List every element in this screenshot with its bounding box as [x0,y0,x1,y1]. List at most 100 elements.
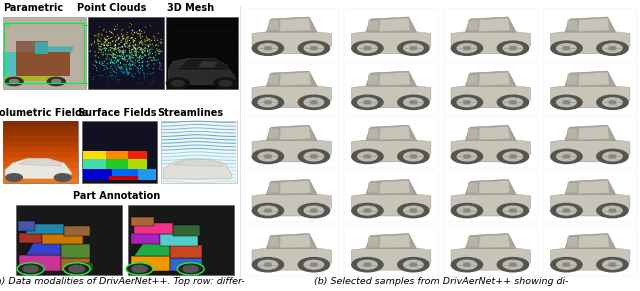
Point [117,37,127,41]
Polygon shape [266,125,317,140]
Circle shape [551,149,582,164]
Circle shape [497,95,529,109]
Point [147,58,157,63]
Point [123,44,133,48]
Circle shape [557,206,576,215]
Point [149,56,159,61]
Polygon shape [351,86,431,108]
Point [135,60,145,65]
Point [108,54,118,58]
Point [99,43,109,48]
Polygon shape [550,194,630,216]
Point [122,70,132,75]
Polygon shape [566,182,577,193]
Point [97,52,107,57]
Circle shape [463,209,470,212]
Point [132,47,143,51]
Point [93,31,103,36]
Point [131,52,141,56]
Point [118,27,128,31]
Point [120,55,130,60]
Point [116,29,127,33]
Circle shape [503,260,523,269]
Point [127,74,138,79]
Point [108,39,118,43]
Point [100,48,111,53]
Polygon shape [366,179,417,194]
Point [143,56,154,60]
Point [111,60,122,64]
Point [143,37,154,42]
Point [131,54,141,58]
Point [131,53,141,58]
Bar [444,9,538,60]
Point [156,41,166,46]
Point [118,52,129,57]
Point [96,62,106,67]
Point [107,67,117,72]
Point [147,51,157,56]
Point [140,54,150,58]
Polygon shape [138,169,156,180]
Point [102,54,113,58]
Polygon shape [83,151,106,159]
Point [127,60,138,65]
Point [124,42,134,47]
Circle shape [47,77,65,86]
Point [126,56,136,60]
Point [146,72,156,76]
Point [132,59,143,64]
Text: (b) Selected samples from DrivAerNet++ showing di-: (b) Selected samples from DrivAerNet++ s… [314,277,569,286]
Point [143,59,153,64]
Point [152,47,162,51]
Point [109,60,119,65]
Point [106,57,116,62]
Point [143,43,153,47]
Polygon shape [6,76,58,81]
Point [139,71,149,75]
Polygon shape [351,194,431,216]
Text: Surface Fields: Surface Fields [78,108,156,118]
Point [136,41,147,45]
Circle shape [551,203,582,218]
Point [117,45,127,49]
Point [150,50,161,54]
Point [126,22,136,27]
Point [127,50,137,54]
Polygon shape [351,140,431,162]
Circle shape [457,206,477,215]
Point [142,36,152,41]
Point [98,63,108,68]
Polygon shape [134,223,173,234]
Point [125,66,135,71]
Point [134,40,145,45]
Point [101,47,111,51]
Point [134,54,145,59]
Circle shape [6,174,22,181]
Point [137,81,147,85]
Circle shape [463,155,470,158]
Circle shape [64,263,90,275]
Circle shape [404,44,423,53]
Point [119,42,129,47]
Point [150,36,160,41]
Point [108,39,118,44]
Point [148,71,158,75]
Polygon shape [509,86,531,88]
Point [117,44,127,48]
Point [147,42,157,47]
Point [156,37,166,42]
Bar [3,152,78,157]
Point [110,35,120,39]
Bar [444,63,538,114]
Circle shape [252,41,284,55]
Point [99,42,109,47]
Point [126,72,136,76]
Point [145,39,155,43]
Polygon shape [609,140,630,142]
Circle shape [10,79,19,84]
Point [115,45,125,50]
Point [113,46,123,51]
Polygon shape [579,72,609,85]
Polygon shape [310,194,332,196]
